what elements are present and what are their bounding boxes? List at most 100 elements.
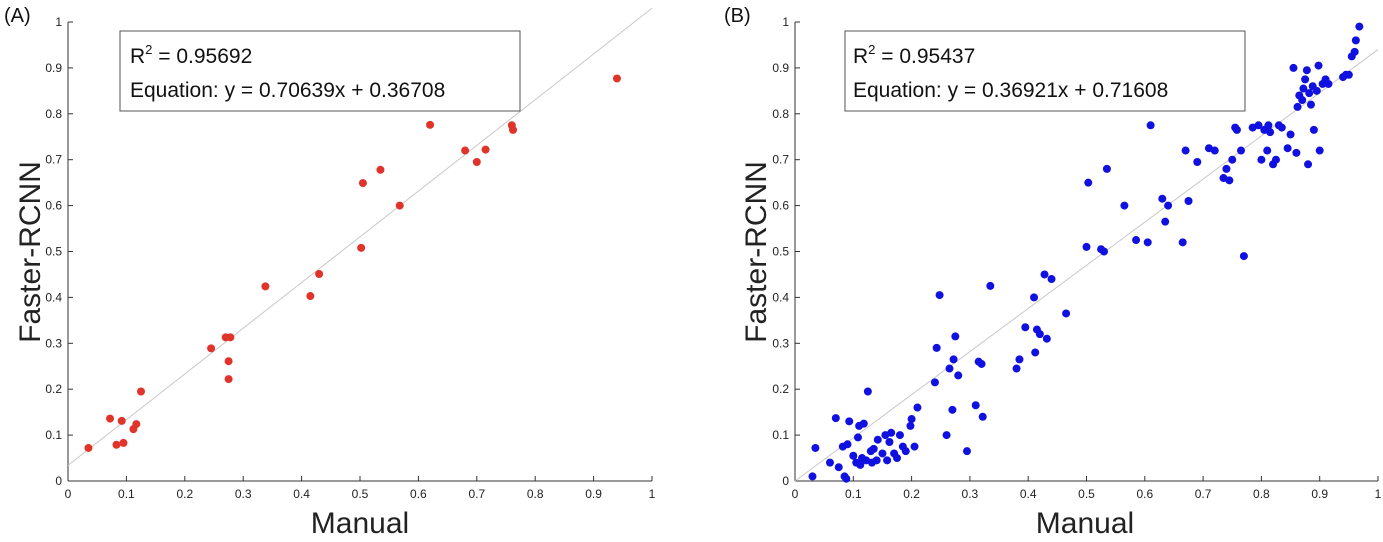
data-point (951, 332, 960, 341)
data-point (1084, 178, 1093, 187)
data-point (834, 463, 843, 472)
data-point (859, 419, 868, 428)
data-point (863, 387, 872, 396)
panel-b-label: (B) (724, 5, 751, 27)
y-tick-label: 1 (55, 15, 62, 29)
y-tick-label: 0.7 (772, 153, 789, 167)
y-tick-label: 0.1 (772, 428, 789, 442)
data-point (1222, 164, 1231, 173)
data-point (954, 371, 963, 380)
panel-a-x-axis-title: Manual (311, 507, 409, 540)
data-point (878, 449, 887, 458)
data-point (426, 120, 435, 129)
data-point (945, 364, 954, 373)
data-point (84, 443, 93, 452)
data-point (376, 165, 385, 174)
data-point (1102, 164, 1111, 173)
data-point (883, 456, 892, 465)
data-point (856, 460, 865, 469)
data-point (893, 454, 902, 463)
x-tick-label: 1 (1375, 487, 1382, 501)
x-tick-label: 0.8 (1253, 487, 1270, 501)
data-point (872, 456, 881, 465)
data-point (1257, 155, 1266, 164)
data-point (1344, 70, 1353, 79)
data-point (1232, 125, 1241, 134)
data-point (913, 403, 922, 412)
data-point (1042, 334, 1051, 343)
data-point (906, 421, 915, 430)
data-point (1304, 160, 1313, 169)
data-point (137, 387, 145, 396)
data-point (1351, 36, 1360, 45)
data-point (910, 442, 919, 451)
x-tick-label: 0.5 (1078, 487, 1095, 501)
data-point (930, 378, 939, 387)
data-point (1239, 252, 1248, 261)
x-tick-label: 0.6 (1136, 487, 1153, 501)
y-tick-label: 0.6 (45, 199, 62, 213)
data-point (885, 437, 894, 446)
data-point (1132, 236, 1141, 245)
y-tick-label: 0.1 (45, 428, 62, 442)
x-tick-label: 0.6 (410, 487, 427, 501)
data-point (825, 458, 834, 467)
data-point (472, 157, 481, 166)
data-point (1012, 364, 1021, 373)
data-point (461, 146, 470, 155)
data-point (845, 417, 854, 426)
panel-a-label: (A) (4, 5, 31, 27)
data-point (853, 433, 862, 442)
data-point (1193, 157, 1202, 166)
data-point (1309, 125, 1318, 134)
data-point (873, 435, 882, 444)
data-point (1283, 144, 1292, 153)
data-point (261, 282, 270, 291)
data-point (357, 243, 366, 252)
data-point (869, 444, 878, 453)
data-point (1298, 96, 1307, 105)
data-point (224, 375, 233, 384)
y-tick-label: 0.5 (772, 245, 789, 259)
data-point (1181, 146, 1190, 155)
data-point (481, 145, 490, 154)
panel-a-y-axis-title: Faster-RCNN (14, 161, 47, 343)
data-point (1306, 100, 1315, 109)
data-point (306, 292, 315, 301)
data-point (1082, 242, 1091, 251)
data-point (895, 431, 904, 440)
x-tick-label: 0.9 (1311, 487, 1328, 501)
x-tick-label: 0.1 (845, 487, 862, 501)
data-point (842, 474, 851, 483)
data-point (942, 431, 951, 440)
data-point (1277, 123, 1286, 132)
data-point (1299, 84, 1308, 93)
panel-b-x-axis-title: Manual (1036, 507, 1134, 540)
data-point (226, 333, 235, 342)
data-point (1315, 146, 1324, 155)
x-tick-label: 0.9 (585, 487, 602, 501)
data-point (843, 440, 852, 449)
data-point (986, 281, 995, 290)
x-tick-label: 0.4 (1020, 487, 1037, 501)
data-point (935, 291, 944, 300)
x-tick-label: 0.5 (352, 487, 369, 501)
y-tick-label: 0.6 (772, 199, 789, 213)
data-point (106, 414, 115, 423)
y-tick-label: 0 (55, 474, 62, 488)
data-point (971, 401, 980, 410)
data-point (849, 451, 858, 460)
data-point (962, 447, 971, 456)
y-tick-label: 0.5 (45, 245, 62, 259)
data-point (831, 414, 840, 423)
data-point (119, 438, 128, 447)
y-tick-label: 1 (782, 15, 789, 29)
x-tick-label: 0.3 (962, 487, 979, 501)
data-point (315, 269, 324, 278)
y-tick-label: 0.7 (45, 153, 62, 167)
data-point (224, 357, 233, 366)
data-point (1302, 66, 1311, 75)
y-tick-label: 0.2 (45, 382, 62, 396)
y-tick-label: 0.4 (772, 290, 789, 304)
y-tick-label: 0.8 (45, 107, 62, 121)
